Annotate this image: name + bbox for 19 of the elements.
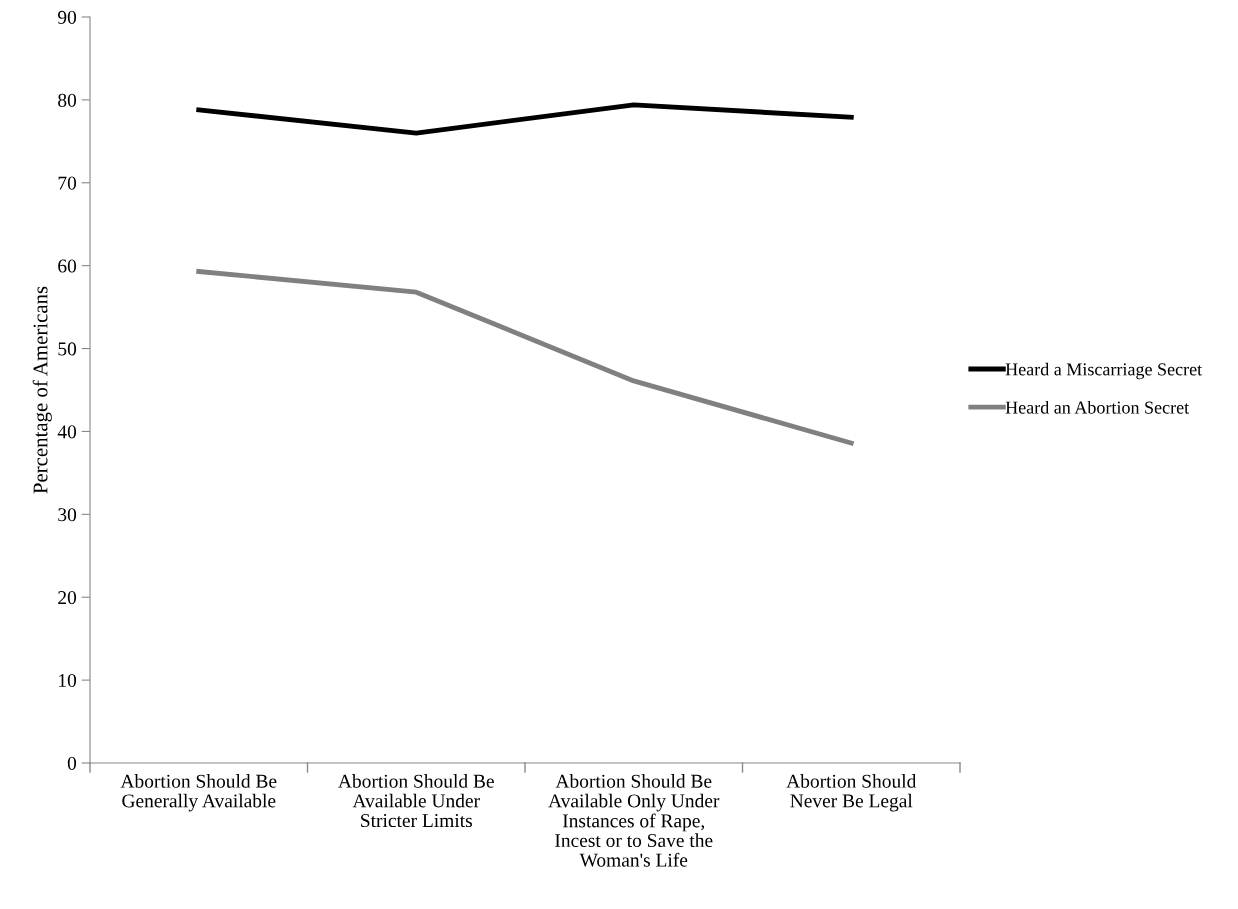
y-tick-label: 40 [57,425,77,439]
y-tick-label: 80 [58,93,77,107]
y-tick-label: 90 [57,10,77,24]
y-tick-label: 70 [58,176,77,190]
y-tick-label: 60 [58,259,77,273]
legend-label: Heard an Abortion Secret [1005,400,1190,414]
x-tick-label: Abortion Should Be Generally Available [120,774,277,812]
y-tick-label: 50 [58,342,77,356]
y-tick-label: 0 [67,756,77,770]
y-axis-title: Percentage of Americans [32,286,52,494]
y-tick-label: 10 [59,673,77,688]
line-series [196,269,854,446]
line-series [196,102,854,136]
legend-label: Heard a Miscarriage Secret [1005,362,1203,380]
x-tick-label: Abortion Should Be Available Only Under Instances of Rape, Incest or to Save the Woman's Life [548,774,720,867]
x-tick-label: Abortion Should Be Available Under Stricter Limits [338,774,494,828]
y-tick-label: 30 [58,508,77,522]
y-tick-label: 20 [58,591,77,605]
x-tick-label: Abortion Should Never Be Legal [786,774,917,812]
